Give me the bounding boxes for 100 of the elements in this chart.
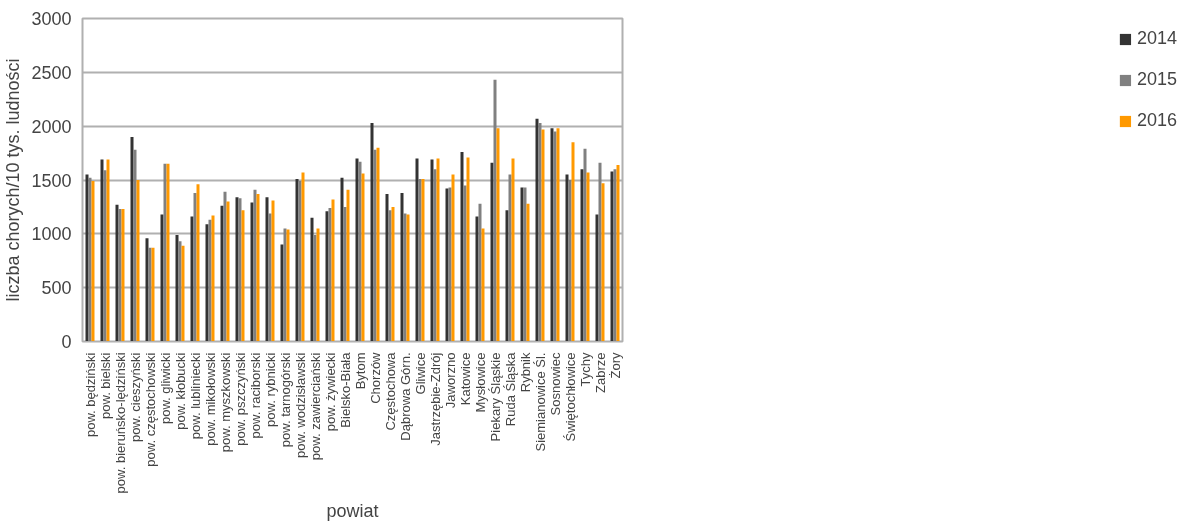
bar — [265, 197, 269, 342]
bar — [400, 192, 404, 342]
x-tick-label: pow. myszkowski — [217, 352, 233, 453]
bar — [346, 189, 350, 342]
bar — [385, 194, 389, 342]
bar — [271, 200, 275, 342]
x-tick-label: pow. bielski — [97, 352, 113, 419]
bar — [616, 164, 620, 342]
x-tick-label: Tychy — [577, 352, 593, 387]
bar — [511, 158, 515, 342]
bar — [178, 241, 182, 342]
x-tick-label: Chorzów — [367, 351, 383, 404]
x-tick-label: pow. kłobucki — [172, 352, 188, 430]
bar — [538, 122, 542, 342]
bar — [475, 216, 479, 342]
bar — [526, 203, 530, 342]
x-tick-label: pow. bieruńsko-lędziński — [112, 352, 128, 494]
x-tick-label: Sosnowiec — [547, 352, 563, 416]
bar — [490, 162, 494, 342]
bar — [505, 210, 509, 342]
legend-label: 2016 — [1136, 110, 1177, 131]
bar — [310, 217, 314, 342]
bar — [541, 129, 545, 342]
bar — [175, 234, 179, 342]
x-tick-label: Piekary Śląskie — [487, 352, 503, 442]
bar — [451, 174, 455, 342]
bar — [136, 180, 140, 342]
bar — [478, 203, 482, 342]
bar — [415, 158, 419, 342]
x-tick-label: pow. mikołowski — [202, 352, 218, 446]
bar — [145, 238, 149, 342]
bar — [571, 142, 575, 342]
bar — [103, 170, 107, 342]
x-tick-label: Zabrze — [592, 352, 608, 393]
bar — [328, 207, 332, 342]
x-tick-label: Gliwice — [412, 352, 428, 395]
x-tick-label: pow. częstochowski — [142, 352, 158, 467]
x-tick-label: pow. cieszyński — [127, 352, 143, 443]
bar — [241, 210, 245, 342]
y-tick-label: 1500 — [31, 170, 72, 191]
x-tick-label: Bytom — [352, 352, 368, 390]
bar — [388, 210, 392, 342]
bar — [115, 204, 119, 342]
x-tick-label: Mysłowice — [472, 352, 488, 413]
bar — [223, 191, 227, 342]
bar — [316, 228, 320, 342]
bar — [181, 245, 185, 342]
x-tick-label: Żory — [607, 352, 623, 379]
bar — [331, 199, 335, 342]
bar — [268, 213, 272, 342]
x-tick-label: Ruda Śląska — [502, 351, 518, 427]
x-tick-label: Jaworzno — [442, 352, 458, 409]
legend-label: 2014 — [1136, 28, 1177, 49]
bar — [100, 159, 104, 342]
legend-label: 2015 — [1136, 69, 1177, 90]
x-tick-label: Jastrzębie-Zdrój — [427, 352, 443, 446]
bar — [280, 244, 284, 342]
x-tick-label: Częstochowa — [382, 351, 398, 431]
bar — [220, 205, 224, 342]
bar — [493, 79, 497, 342]
bar — [196, 184, 200, 342]
bar — [598, 162, 602, 342]
bar — [91, 181, 95, 342]
bar — [583, 148, 587, 342]
bar — [565, 174, 569, 342]
bar — [205, 224, 209, 342]
y-tick-label: 0 — [61, 332, 72, 352]
bar — [190, 216, 194, 342]
x-tick-label: Katowice — [457, 352, 473, 406]
bar — [343, 206, 347, 342]
bar — [496, 128, 500, 342]
bar — [595, 214, 599, 342]
y-tick-label: 3000 — [31, 9, 72, 29]
bar — [535, 118, 539, 342]
bar — [466, 157, 470, 342]
bar — [253, 189, 257, 342]
x-tick-label: pow. żywiecki — [322, 352, 338, 432]
bar — [463, 185, 467, 342]
x-tick-label: pow. lubliniecki — [187, 352, 203, 440]
bar — [130, 136, 134, 342]
bar — [133, 149, 137, 342]
x-axis-title: powiat — [326, 501, 379, 522]
bar — [601, 183, 605, 342]
bar — [106, 159, 110, 342]
x-tick-label: Rybnik — [517, 352, 533, 393]
bar — [226, 201, 230, 342]
bar — [460, 152, 464, 342]
bar — [208, 219, 212, 342]
bar — [580, 169, 584, 342]
bar — [211, 215, 215, 342]
bar — [481, 228, 485, 342]
y-tick-label: 2000 — [31, 116, 72, 137]
x-tick-label: pow. będziński — [82, 352, 98, 438]
x-tick-label: Siemianowice Śl. — [532, 352, 548, 452]
bar — [301, 172, 305, 342]
x-tick-label: pow. raciborski — [247, 352, 263, 439]
x-tick-label: pow. gliwicki — [157, 352, 173, 425]
bar — [568, 180, 572, 342]
bar — [433, 169, 437, 342]
x-tick-label: pow. pszczyński — [232, 352, 248, 446]
